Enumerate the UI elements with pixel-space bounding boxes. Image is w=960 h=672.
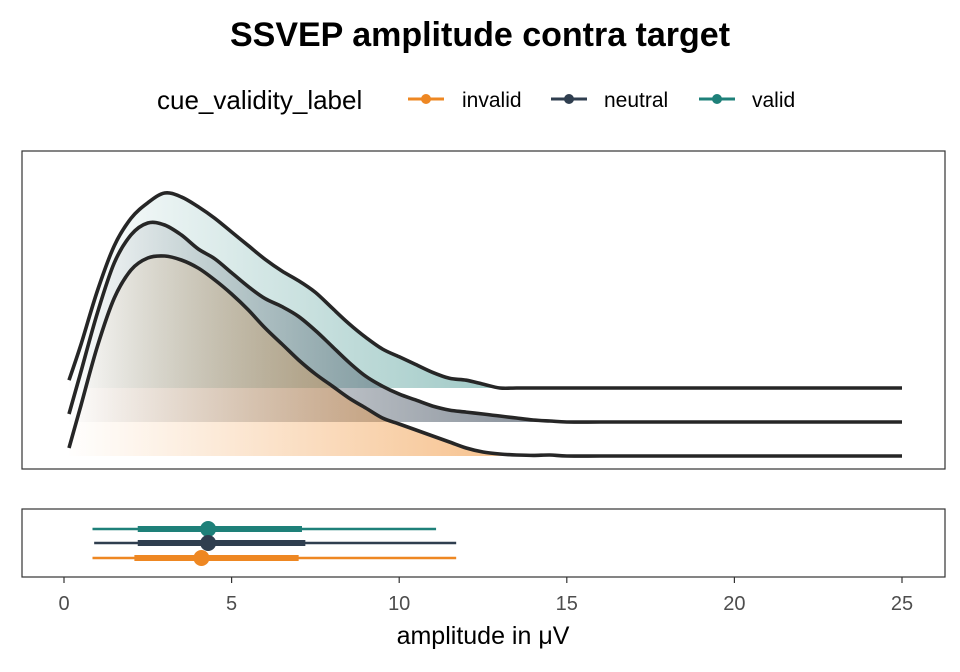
legend-key-point-valid	[712, 94, 722, 104]
legend-label-valid: valid	[752, 89, 795, 112]
legend-item-valid: valid	[699, 89, 795, 112]
legend-label-invalid: invalid	[462, 89, 522, 112]
x-tick-label-10: 10	[388, 593, 410, 615]
legend-item-invalid: invalid	[408, 89, 522, 112]
point-estimate-valid	[200, 521, 217, 537]
density-line-invalid	[67, 254, 902, 458]
legend: cue_validity_label invalid neutral valid	[157, 85, 795, 115]
x-axis-title: amplitude in μV	[397, 622, 570, 650]
legend-item-neutral: neutral	[551, 89, 668, 112]
point-estimate-neutral	[200, 535, 217, 551]
legend-key-point-neutral	[564, 94, 574, 104]
density-layer	[67, 190, 902, 458]
x-tick-label-20: 20	[723, 593, 745, 615]
point-estimate-invalid	[193, 550, 210, 566]
density-line-neutral	[67, 220, 902, 424]
legend-title: cue_validity_label	[157, 85, 362, 115]
x-tick-label-5: 5	[226, 593, 237, 615]
density-fill-invalid	[69, 255, 902, 457]
x-tick-label-25: 25	[891, 593, 913, 615]
density-line-valid	[67, 190, 902, 391]
chart-title: SSVEP amplitude contra target	[230, 16, 730, 54]
x-tick-label-15: 15	[556, 593, 578, 615]
x-tick-label-0: 0	[58, 593, 69, 615]
x-axis: 0 5 10 15 20 25	[58, 577, 913, 615]
legend-label-neutral: neutral	[604, 89, 668, 112]
interval-layer	[92, 521, 457, 566]
legend-key-point-invalid	[421, 94, 431, 104]
